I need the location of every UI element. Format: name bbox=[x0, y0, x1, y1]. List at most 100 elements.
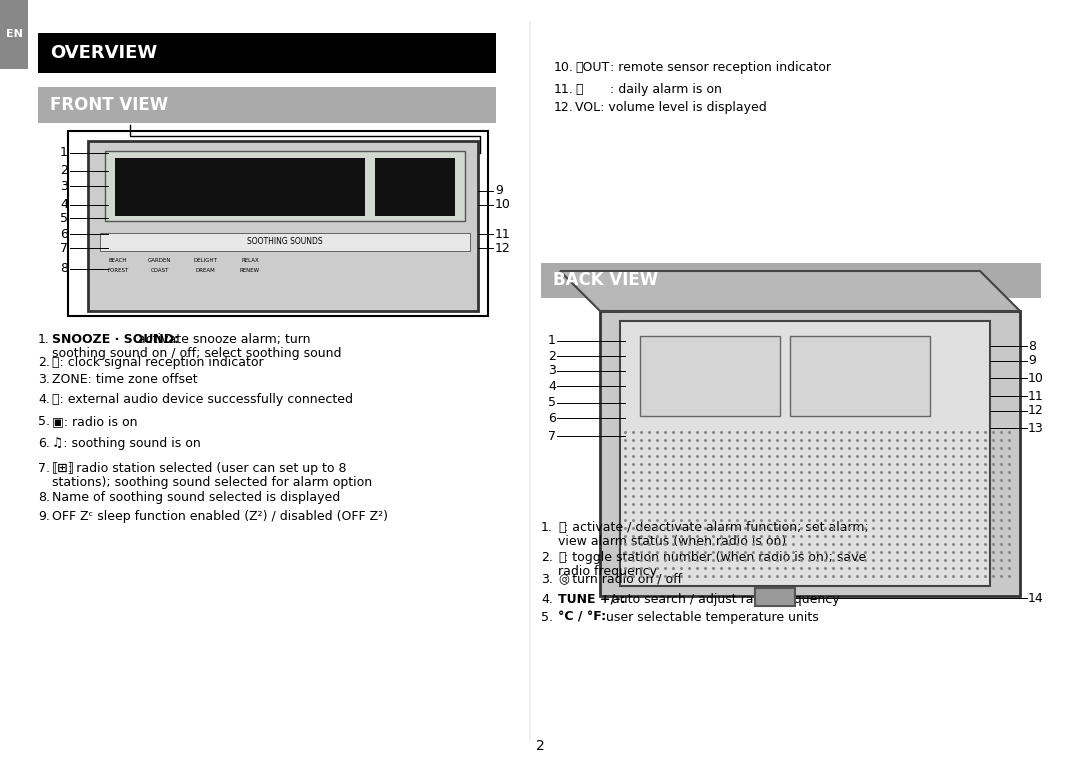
Text: 1.: 1. bbox=[38, 333, 50, 346]
Text: 4.: 4. bbox=[38, 393, 50, 406]
Text: : remote sensor reception indicator: : remote sensor reception indicator bbox=[610, 61, 831, 74]
Bar bbox=[375, 158, 455, 216]
Text: RELAX: RELAX bbox=[241, 259, 259, 263]
Text: 7: 7 bbox=[60, 241, 68, 254]
Text: view alarm status (when radio is on): view alarm status (when radio is on) bbox=[558, 535, 786, 548]
Bar bbox=[755, 588, 795, 606]
Text: ZONE: time zone offset: ZONE: time zone offset bbox=[52, 373, 198, 386]
Text: ⟦⊞⟧: ⟦⊞⟧ bbox=[52, 462, 75, 475]
Text: 3.: 3. bbox=[541, 573, 553, 586]
Polygon shape bbox=[561, 271, 1020, 311]
Text: 2: 2 bbox=[536, 739, 544, 753]
Text: 9: 9 bbox=[495, 184, 503, 198]
Text: BACK VIEW: BACK VIEW bbox=[553, 271, 658, 289]
Bar bbox=[87, 141, 478, 311]
Text: °C / °F:: °C / °F: bbox=[558, 611, 606, 624]
Text: 📶: 📶 bbox=[558, 551, 566, 564]
Bar bbox=[640, 336, 780, 416]
Text: ▣: radio is on: ▣: radio is on bbox=[52, 415, 137, 428]
Text: SNOOZE · SOUND:: SNOOZE · SOUND: bbox=[52, 333, 179, 346]
Text: VOL: volume level is displayed: VOL: volume level is displayed bbox=[575, 101, 767, 114]
Text: 12: 12 bbox=[1028, 405, 1043, 418]
Bar bbox=[0, 0, 28, 69]
Text: 9.: 9. bbox=[38, 510, 50, 523]
Text: activate snooze alarm; turn: activate snooze alarm; turn bbox=[135, 333, 311, 346]
Text: stations); soothing sound selected for alarm option: stations); soothing sound selected for a… bbox=[52, 476, 373, 489]
Text: 8.: 8. bbox=[38, 491, 50, 504]
Text: : activate / deactivate alarm function; set alarm;: : activate / deactivate alarm function; … bbox=[564, 521, 868, 534]
Text: 6: 6 bbox=[60, 228, 68, 240]
Text: 3: 3 bbox=[60, 180, 68, 193]
Bar bbox=[789, 336, 930, 416]
Text: 2: 2 bbox=[60, 164, 68, 177]
Bar bbox=[600, 311, 1020, 596]
Text: 10: 10 bbox=[1028, 371, 1044, 384]
Text: 3.: 3. bbox=[38, 373, 50, 386]
Bar bbox=[541, 263, 1041, 298]
Text: EN: EN bbox=[5, 29, 23, 39]
Text: 5.: 5. bbox=[38, 415, 50, 428]
Text: 9: 9 bbox=[1028, 355, 1036, 368]
Text: 10.: 10. bbox=[554, 61, 573, 74]
Text: SOOTHING SOUNDS: SOOTHING SOUNDS bbox=[247, 237, 323, 247]
Text: : toggle station number (when radio is on); save: : toggle station number (when radio is o… bbox=[564, 551, 866, 564]
Text: GARDEN: GARDEN bbox=[148, 259, 172, 263]
Text: 12: 12 bbox=[495, 241, 511, 254]
Text: 4.: 4. bbox=[541, 593, 553, 606]
Text: 10: 10 bbox=[495, 199, 511, 212]
Text: 1.: 1. bbox=[541, 521, 553, 534]
Text: 2: 2 bbox=[549, 349, 556, 362]
Text: FOREST: FOREST bbox=[107, 269, 129, 273]
Text: 11: 11 bbox=[495, 228, 511, 240]
Text: 1: 1 bbox=[60, 147, 68, 160]
Text: 🔔: 🔔 bbox=[558, 521, 566, 534]
Text: 5: 5 bbox=[548, 396, 556, 409]
Text: : radio station selected (user can set up to 8: : radio station selected (user can set u… bbox=[68, 462, 347, 475]
Bar bbox=[114, 158, 365, 216]
Text: user selectable temperature units: user selectable temperature units bbox=[602, 611, 819, 624]
Text: 2.: 2. bbox=[38, 356, 50, 369]
Text: 📶OUT: 📶OUT bbox=[575, 61, 609, 74]
Text: DREAM: DREAM bbox=[195, 269, 215, 273]
Text: 8: 8 bbox=[1028, 339, 1036, 352]
Text: 4: 4 bbox=[549, 380, 556, 393]
Text: RENEW: RENEW bbox=[240, 269, 260, 273]
Bar bbox=[105, 151, 465, 221]
Text: : turn radio on / off: : turn radio on / off bbox=[564, 573, 681, 586]
Text: ◎: ◎ bbox=[558, 573, 569, 586]
Bar bbox=[620, 321, 990, 586]
Text: 7: 7 bbox=[548, 429, 556, 442]
Text: soothing sound on / off; select soothing sound: soothing sound on / off; select soothing… bbox=[52, 347, 341, 360]
Text: OVERVIEW: OVERVIEW bbox=[50, 44, 158, 62]
Bar bbox=[38, 33, 496, 73]
Text: 3: 3 bbox=[549, 365, 556, 377]
Text: OFF Zᶜ sleep function enabled (Z²) / disabled (OFF Z²): OFF Zᶜ sleep function enabled (Z²) / dis… bbox=[52, 510, 388, 523]
Text: FRONT VIEW: FRONT VIEW bbox=[50, 96, 168, 114]
Text: 5: 5 bbox=[60, 212, 68, 224]
Text: Name of soothing sound selected is displayed: Name of soothing sound selected is displ… bbox=[52, 491, 340, 504]
Text: 13: 13 bbox=[1028, 422, 1043, 435]
Text: 12.: 12. bbox=[554, 101, 573, 114]
Text: 1: 1 bbox=[549, 335, 556, 348]
Text: 2.: 2. bbox=[541, 551, 553, 564]
Bar bbox=[38, 87, 496, 123]
Text: 6.: 6. bbox=[38, 437, 50, 450]
Text: 14: 14 bbox=[1028, 591, 1043, 604]
Text: Ⓢ: clock signal reception indicator: Ⓢ: clock signal reception indicator bbox=[52, 356, 264, 369]
Text: COAST: COAST bbox=[151, 269, 170, 273]
Text: radio frequency: radio frequency bbox=[558, 565, 657, 578]
Text: auto search / adjust radio frequency: auto search / adjust radio frequency bbox=[607, 593, 839, 606]
Text: ⦿: external audio device successfully connected: ⦿: external audio device successfully co… bbox=[52, 393, 353, 406]
Text: BEACH: BEACH bbox=[109, 259, 127, 263]
Text: 7.: 7. bbox=[38, 462, 50, 475]
Text: TUNE +/-:: TUNE +/-: bbox=[558, 593, 625, 606]
Text: 8: 8 bbox=[60, 263, 68, 275]
Text: 6: 6 bbox=[549, 412, 556, 425]
Text: : daily alarm is on: : daily alarm is on bbox=[610, 83, 721, 96]
Text: 4: 4 bbox=[60, 199, 68, 212]
Text: 11.: 11. bbox=[554, 83, 573, 96]
Bar bbox=[100, 233, 470, 251]
Text: 11: 11 bbox=[1028, 390, 1043, 403]
Text: DELIGHT: DELIGHT bbox=[193, 259, 217, 263]
Text: ♫: soothing sound is on: ♫: soothing sound is on bbox=[52, 437, 201, 450]
